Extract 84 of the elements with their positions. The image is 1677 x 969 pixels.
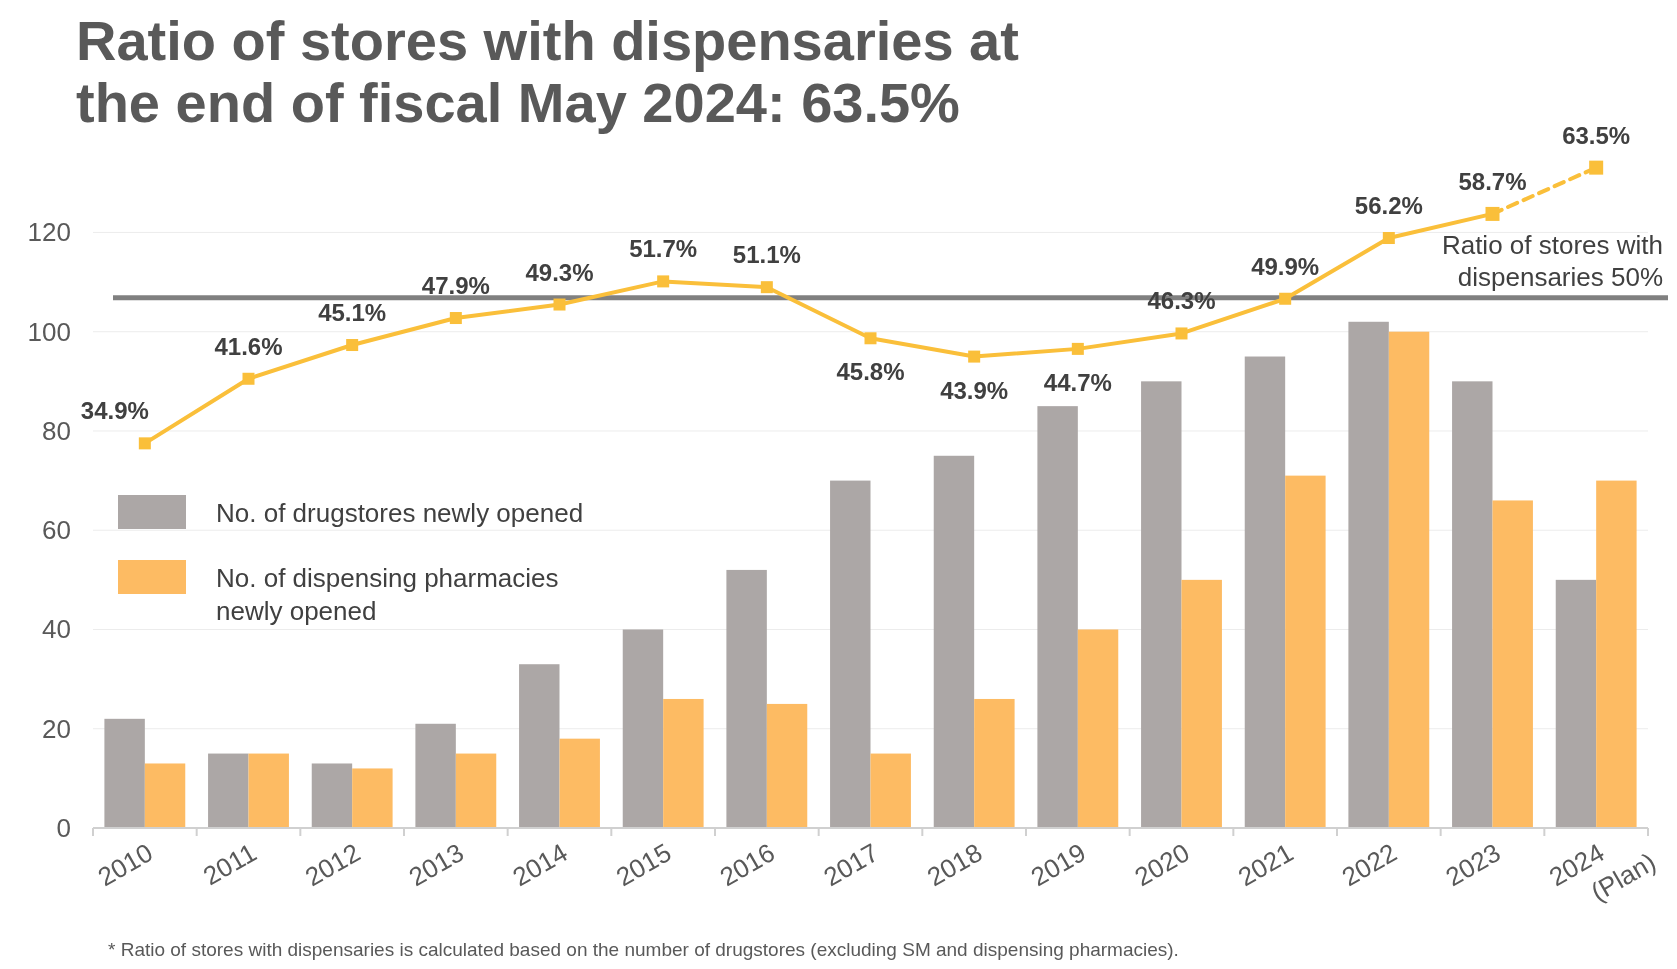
bar [1452, 381, 1493, 828]
ref-line-label: Ratio of stores with dispensaries 50% [1441, 229, 1663, 292]
bar [1285, 475, 1326, 828]
point [1279, 292, 1292, 305]
legend-label: No. of drugstores newly opened [216, 498, 584, 528]
x-tick-label: 2012 [300, 837, 366, 893]
data-label: 45.8% [836, 358, 905, 386]
bar [415, 723, 456, 828]
x-tick-label: 2017 [818, 837, 884, 893]
bar [870, 753, 911, 828]
x-tick-label: 2014 [507, 837, 573, 893]
bar [1555, 579, 1597, 828]
y-tick-label: 0 [56, 813, 71, 843]
point [242, 372, 255, 385]
y-tick-label: 100 [27, 316, 71, 347]
point [864, 332, 877, 345]
x-tick-label: 2021 [1233, 837, 1299, 893]
data-label: 49.9% [1251, 252, 1320, 280]
chart-title: Ratio of stores with dispensaries at the end of fiscal May 2024: 63.5% [76, 9, 1019, 134]
bar [1596, 480, 1637, 828]
bar [1037, 406, 1078, 828]
data-label: 43.9% [940, 376, 1009, 404]
bar [519, 664, 560, 828]
x-tick-label: 2016 [714, 837, 780, 893]
bar [1244, 356, 1286, 828]
bar [455, 753, 497, 828]
point [449, 312, 462, 325]
point [968, 350, 981, 363]
bar [352, 768, 393, 828]
point [138, 437, 151, 450]
bar [726, 569, 767, 828]
data-label: 49.3% [525, 258, 594, 286]
bar [1492, 500, 1533, 828]
bar [974, 698, 1015, 828]
bar [1141, 381, 1182, 828]
bar [559, 738, 600, 828]
x-tick-label: 2018 [922, 837, 988, 893]
x-tick-label: 2011 [198, 837, 262, 892]
bar [1348, 321, 1389, 828]
bar [1077, 629, 1119, 828]
bar [311, 763, 353, 828]
bar [248, 753, 289, 828]
point [1071, 342, 1084, 355]
point [1175, 327, 1188, 340]
data-label: 47.9% [421, 272, 490, 300]
point [1382, 232, 1395, 245]
x-tick-label: 2010 [92, 837, 158, 893]
bar [622, 629, 664, 828]
data-label: 44.7% [1043, 368, 1112, 396]
point [553, 298, 566, 311]
data-label: 58.7% [1458, 167, 1527, 195]
x-tick-label: 2023 [1440, 837, 1506, 893]
bar [766, 703, 808, 828]
data-label: 51.7% [629, 235, 698, 263]
data-label: 34.9% [80, 397, 149, 425]
x-tick-label: 2020 [1129, 837, 1195, 893]
x-tick-label: 2022 [1336, 837, 1402, 893]
data-label: 56.2% [1354, 192, 1423, 220]
text: * Ratio of stores with dispensaries is calculated based on the number of drugstores (excluding SM and dispensing pharmacies). [108, 939, 1179, 960]
y-tick-label: 120 [27, 217, 71, 248]
data-label: 51.1% [732, 241, 801, 269]
y-tick-label: 20 [42, 713, 71, 744]
bar [1388, 331, 1430, 828]
bar [830, 480, 871, 828]
y-tick-label: 80 [42, 415, 71, 446]
y-tick-label: 40 [42, 614, 71, 645]
legend-label: No. of dispensing pharmacies newly opened [216, 563, 559, 626]
point [1589, 160, 1604, 175]
data-label: 41.6% [214, 332, 283, 360]
x-tick-label: 2013 [403, 837, 469, 893]
point [346, 339, 359, 352]
bar [1181, 579, 1222, 828]
x-tick-label: 2015 [611, 837, 677, 893]
data-label: 63.5% [1562, 121, 1631, 149]
bar [663, 698, 704, 828]
bar [104, 718, 145, 828]
data-label: 45.1% [318, 299, 387, 327]
point [657, 275, 670, 288]
bar [144, 763, 186, 828]
bar [933, 455, 975, 828]
x-tick-label: 2019 [1025, 837, 1091, 893]
point [760, 281, 773, 294]
bar [208, 753, 249, 828]
y-tick-label: 60 [42, 515, 71, 546]
